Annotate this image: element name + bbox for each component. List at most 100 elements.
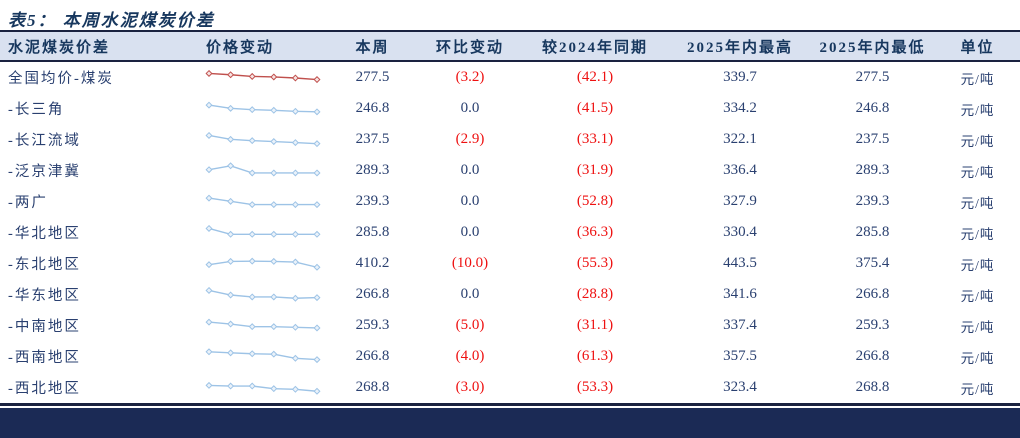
column-header-unit: 单位: [960, 39, 995, 56]
row-label: -东北地区: [8, 257, 81, 273]
this-week-value: 285.8: [355, 224, 390, 240]
wow-change-value: (3.2): [455, 69, 485, 85]
table-row: -西北地区 268.8 (3.0) (53.3) 323.4 268.8 元/吨: [0, 372, 1020, 403]
price-trend-sparkline: [200, 285, 325, 305]
vs-2024-value: (61.3): [576, 348, 614, 364]
wow-change-value: (10.0): [451, 255, 489, 271]
unit-value: 元/吨: [960, 257, 995, 273]
row-label: -长江流域: [8, 133, 81, 149]
2025-high-value: 330.4: [723, 224, 757, 240]
price-trend-sparkline: [200, 223, 325, 243]
unit-value: 元/吨: [960, 102, 995, 118]
wow-change-value: (4.0): [455, 348, 485, 364]
2025-low-value: 277.5: [855, 69, 890, 85]
this-week-value: 266.8: [355, 286, 390, 302]
unit-value: 元/吨: [960, 226, 995, 242]
price-trend-sparkline: [200, 316, 325, 336]
vs-2024-value: (53.3): [576, 379, 614, 395]
table-row: -西南地区 266.8 (4.0) (61.3) 357.5 266.8 元/吨: [0, 341, 1020, 372]
row-label: -两广: [8, 195, 48, 211]
unit-value: 元/吨: [960, 319, 995, 335]
price-spread-table: 水泥煤炭价差 价格变动 本周 环比变动 较2024年同期 2025年内最高 20…: [0, 30, 1020, 403]
2025-high-value: 341.6: [723, 286, 757, 302]
wow-change-value: (2.9): [455, 131, 485, 147]
price-trend-sparkline: [200, 68, 325, 88]
this-week-value: 289.3: [355, 162, 390, 178]
vs-2024-value: (42.1): [576, 69, 614, 85]
this-week-value: 410.2: [355, 255, 390, 271]
2025-low-value: 285.8: [855, 224, 890, 240]
vs-2024-value: (36.3): [576, 224, 614, 240]
unit-value: 元/吨: [960, 288, 995, 304]
table-row: -东北地区 410.2 (10.0) (55.3) 443.5 375.4 元/…: [0, 248, 1020, 279]
2025-low-value: 237.5: [855, 131, 890, 147]
2025-low-value: 268.8: [855, 379, 890, 395]
2025-high-value: 339.7: [723, 69, 757, 85]
this-week-value: 239.3: [355, 193, 390, 209]
this-week-value: 277.5: [355, 69, 390, 85]
row-label: 全国均价-煤炭: [8, 71, 114, 87]
column-header-wow-change: 环比变动: [435, 39, 504, 56]
wow-change-value: 0.0: [460, 100, 480, 116]
2025-high-value: 322.1: [723, 131, 757, 147]
unit-value: 元/吨: [960, 164, 995, 180]
price-trend-sparkline: [200, 378, 325, 398]
vs-2024-value: (52.8): [576, 193, 614, 209]
price-trend-sparkline: [200, 130, 325, 150]
unit-value: 元/吨: [960, 71, 995, 87]
vs-2024-value: (55.3): [576, 255, 614, 271]
vs-2024-value: (33.1): [576, 131, 614, 147]
vs-2024-value: (28.8): [576, 286, 614, 302]
this-week-value: 266.8: [355, 348, 390, 364]
unit-value: 元/吨: [960, 133, 995, 149]
2025-low-value: 289.3: [855, 162, 890, 178]
wow-change-value: (3.0): [455, 379, 485, 395]
table-bottom-rule: [0, 403, 1020, 406]
vs-2024-value: (41.5): [576, 100, 614, 116]
price-trend-sparkline: [200, 347, 325, 367]
2025-low-value: 375.4: [855, 255, 890, 271]
table-row: -两广 239.3 0.0 (52.8) 327.9 239.3 元/吨: [0, 186, 1020, 217]
2025-high-value: 327.9: [723, 193, 757, 209]
wow-change-value: (5.0): [455, 317, 485, 333]
table-row: -华北地区 285.8 0.0 (36.3) 330.4 285.8 元/吨: [0, 217, 1020, 248]
row-label: -西北地区: [8, 381, 81, 397]
row-label: -华北地区: [8, 226, 81, 242]
footer-bar: [0, 408, 1020, 438]
table-row: -泛京津冀 289.3 0.0 (31.9) 336.4 289.3 元/吨: [0, 155, 1020, 186]
table-row: -长江流域 237.5 (2.9) (33.1) 322.1 237.5 元/吨: [0, 124, 1020, 155]
2025-high-value: 334.2: [723, 100, 757, 116]
wow-change-value: 0.0: [460, 162, 480, 178]
table-row: 全国均价-煤炭 277.5 (3.2) (42.1) 339.7 277.5 元…: [0, 62, 1020, 93]
2025-high-value: 337.4: [723, 317, 757, 333]
unit-value: 元/吨: [960, 381, 995, 397]
table-row: -长三角 246.8 0.0 (41.5) 334.2 246.8 元/吨: [0, 93, 1020, 124]
column-header-2025-high: 2025年内最高: [686, 39, 793, 56]
2025-high-value: 336.4: [723, 162, 757, 178]
this-week-value: 259.3: [355, 317, 390, 333]
2025-low-value: 266.8: [855, 286, 890, 302]
row-label: -西南地区: [8, 350, 81, 366]
vs-2024-value: (31.1): [576, 317, 614, 333]
column-header-this-week: 本周: [355, 39, 390, 56]
2025-high-value: 357.5: [723, 348, 757, 364]
row-label: -中南地区: [8, 319, 81, 335]
table-header-row: 水泥煤炭价差 价格变动 本周 环比变动 较2024年同期 2025年内最高 20…: [0, 30, 1020, 62]
unit-value: 元/吨: [960, 350, 995, 366]
this-week-value: 268.8: [355, 379, 390, 395]
wow-change-value: 0.0: [460, 224, 480, 240]
row-label: -华东地区: [8, 288, 81, 304]
table-row: -华东地区 266.8 0.0 (28.8) 341.6 266.8 元/吨: [0, 279, 1020, 310]
2025-low-value: 246.8: [855, 100, 890, 116]
column-header-spread-name: 水泥煤炭价差: [8, 39, 111, 56]
2025-low-value: 259.3: [855, 317, 890, 333]
2025-high-value: 443.5: [723, 255, 757, 271]
column-header-vs-2024: 较2024年同期: [541, 39, 648, 56]
2025-low-value: 266.8: [855, 348, 890, 364]
column-header-2025-low: 2025年内最低: [819, 39, 926, 56]
table-row: -中南地区 259.3 (5.0) (31.1) 337.4 259.3 元/吨: [0, 310, 1020, 341]
vs-2024-value: (31.9): [576, 162, 614, 178]
price-trend-sparkline: [200, 192, 325, 212]
row-label: -长三角: [8, 102, 65, 118]
